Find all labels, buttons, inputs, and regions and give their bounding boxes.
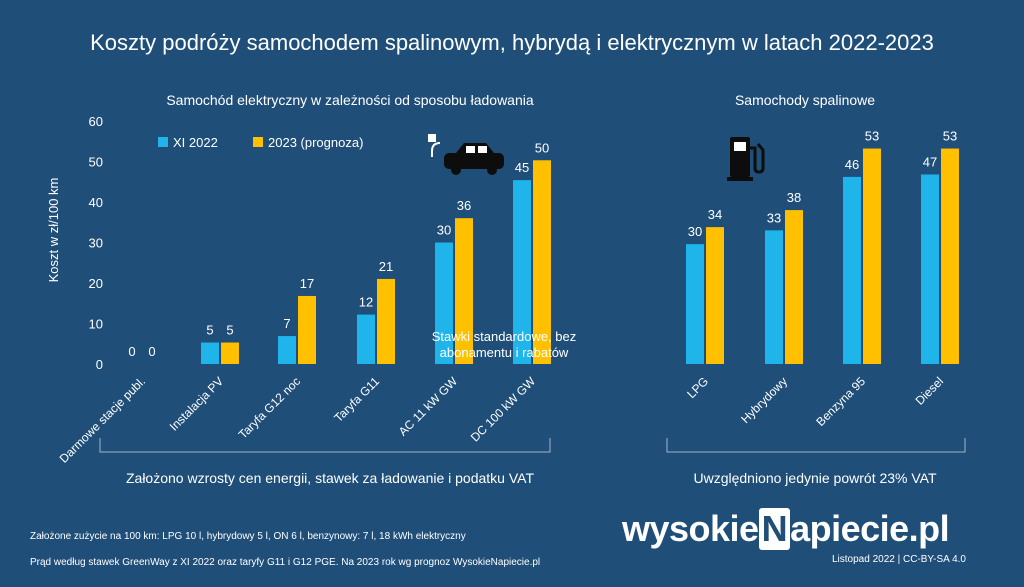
y-tick-label: 20 [89, 276, 103, 291]
annotation-standard-rates: Stawki standardowe, bez abonamentu i rab… [431, 329, 577, 360]
data-label: 34 [708, 207, 722, 222]
ice-assumption-note: Uwzględniono jedynie powrót 23% VAT [693, 470, 937, 486]
y-tick-label: 10 [89, 317, 103, 332]
bar-2023 [533, 160, 551, 364]
data-label: 53 [943, 129, 957, 144]
y-tick-label: 40 [89, 195, 103, 210]
credit-date-license: Listopad 2022 | CC-BY-SA 4.0 [832, 554, 966, 565]
y-tick-label: 60 [89, 114, 103, 129]
y-tick-label: 0 [96, 357, 103, 372]
data-label: 30 [437, 223, 451, 238]
data-label: 46 [845, 157, 859, 172]
bar-xi2022 [201, 342, 219, 364]
data-label: 53 [865, 129, 879, 144]
bar-2023 [863, 148, 881, 364]
bar-2023 [706, 227, 724, 364]
category-label: Taryfa G11 [331, 374, 382, 425]
bar-xi2022 [278, 336, 296, 364]
category-label: Benzyna 95 [813, 374, 868, 429]
data-label: 5 [206, 323, 213, 338]
data-label: 30 [688, 224, 702, 239]
data-label: 36 [457, 198, 471, 213]
data-label: 38 [787, 190, 801, 205]
data-label: 0 [128, 344, 135, 359]
data-label: 21 [379, 259, 393, 274]
bar-2023 [221, 342, 239, 364]
category-label: DC 100 kW GW [468, 374, 539, 445]
fuel-pump-icon [727, 137, 765, 181]
bar-2023 [941, 148, 959, 364]
bar-xi2022 [843, 176, 861, 364]
bar-xi2022 [435, 242, 453, 364]
data-label: 47 [923, 154, 937, 169]
data-label: 45 [515, 160, 529, 175]
footnote-consumption: Założone zużycie na 100 km: LPG 10 l, hy… [30, 531, 466, 542]
bar-xi2022 [357, 314, 375, 364]
legend-label-2023: 2023 (prognoza) [268, 135, 363, 150]
bar-2023 [298, 295, 316, 364]
category-label: Hybrydowy [738, 374, 790, 426]
y-axis: 0 10 20 30 40 50 60 [89, 114, 103, 372]
data-label: 17 [300, 276, 314, 291]
data-label: 50 [535, 140, 549, 155]
electric-car-icon [428, 134, 504, 175]
footnote-source: Prąd według stawek GreenWay z XI 2022 or… [30, 557, 541, 568]
bar-xi2022 [921, 174, 939, 364]
data-label: 12 [359, 295, 373, 310]
bar-xi2022 [765, 230, 783, 364]
ice-subtitle: Samochody spalinowe [734, 92, 876, 108]
bar-2023 [377, 278, 395, 364]
category-label: AC 11 kW GW [396, 374, 461, 439]
ev-assumption-note: Założono wzrosty cen energii, stawek za … [125, 470, 535, 486]
y-axis-label: Koszt w zł/100 km [46, 178, 61, 283]
bar-2023 [785, 210, 803, 364]
chart-title: Koszty podróży samochodem spalinowym, hy… [90, 30, 934, 55]
data-labels: 0 5 7 12 30 45 30 33 46 47 0 5 17 21 36 50 34 38 53 53 [128, 129, 957, 359]
bar-2023 [455, 218, 473, 364]
logo-wysokienapiecie: wysokieNapiecie.pl [622, 508, 950, 550]
data-label: 5 [226, 323, 233, 338]
legend-label-xi2022: XI 2022 [173, 135, 218, 150]
category-label: LPG [684, 374, 711, 401]
bars [201, 148, 959, 364]
bar-xi2022 [686, 244, 704, 364]
y-tick-label: 50 [89, 155, 103, 170]
legend-swatch-2023 [253, 137, 263, 147]
data-label: 33 [767, 210, 781, 225]
ev-bracket [99, 438, 551, 453]
ice-bracket [666, 438, 966, 453]
bar-xi2022 [513, 180, 531, 364]
legend-swatch-xi2022 [158, 137, 168, 147]
data-label: 0 [148, 344, 155, 359]
category-label: Instalacja PV [167, 374, 226, 433]
category-label: Diesel [913, 374, 946, 407]
category-label: Taryfa G12 noc [236, 374, 303, 441]
data-label: 7 [283, 316, 290, 331]
y-tick-label: 30 [89, 236, 103, 251]
ev-subtitle: Samochód elektryczny w zależności od spo… [166, 92, 534, 108]
